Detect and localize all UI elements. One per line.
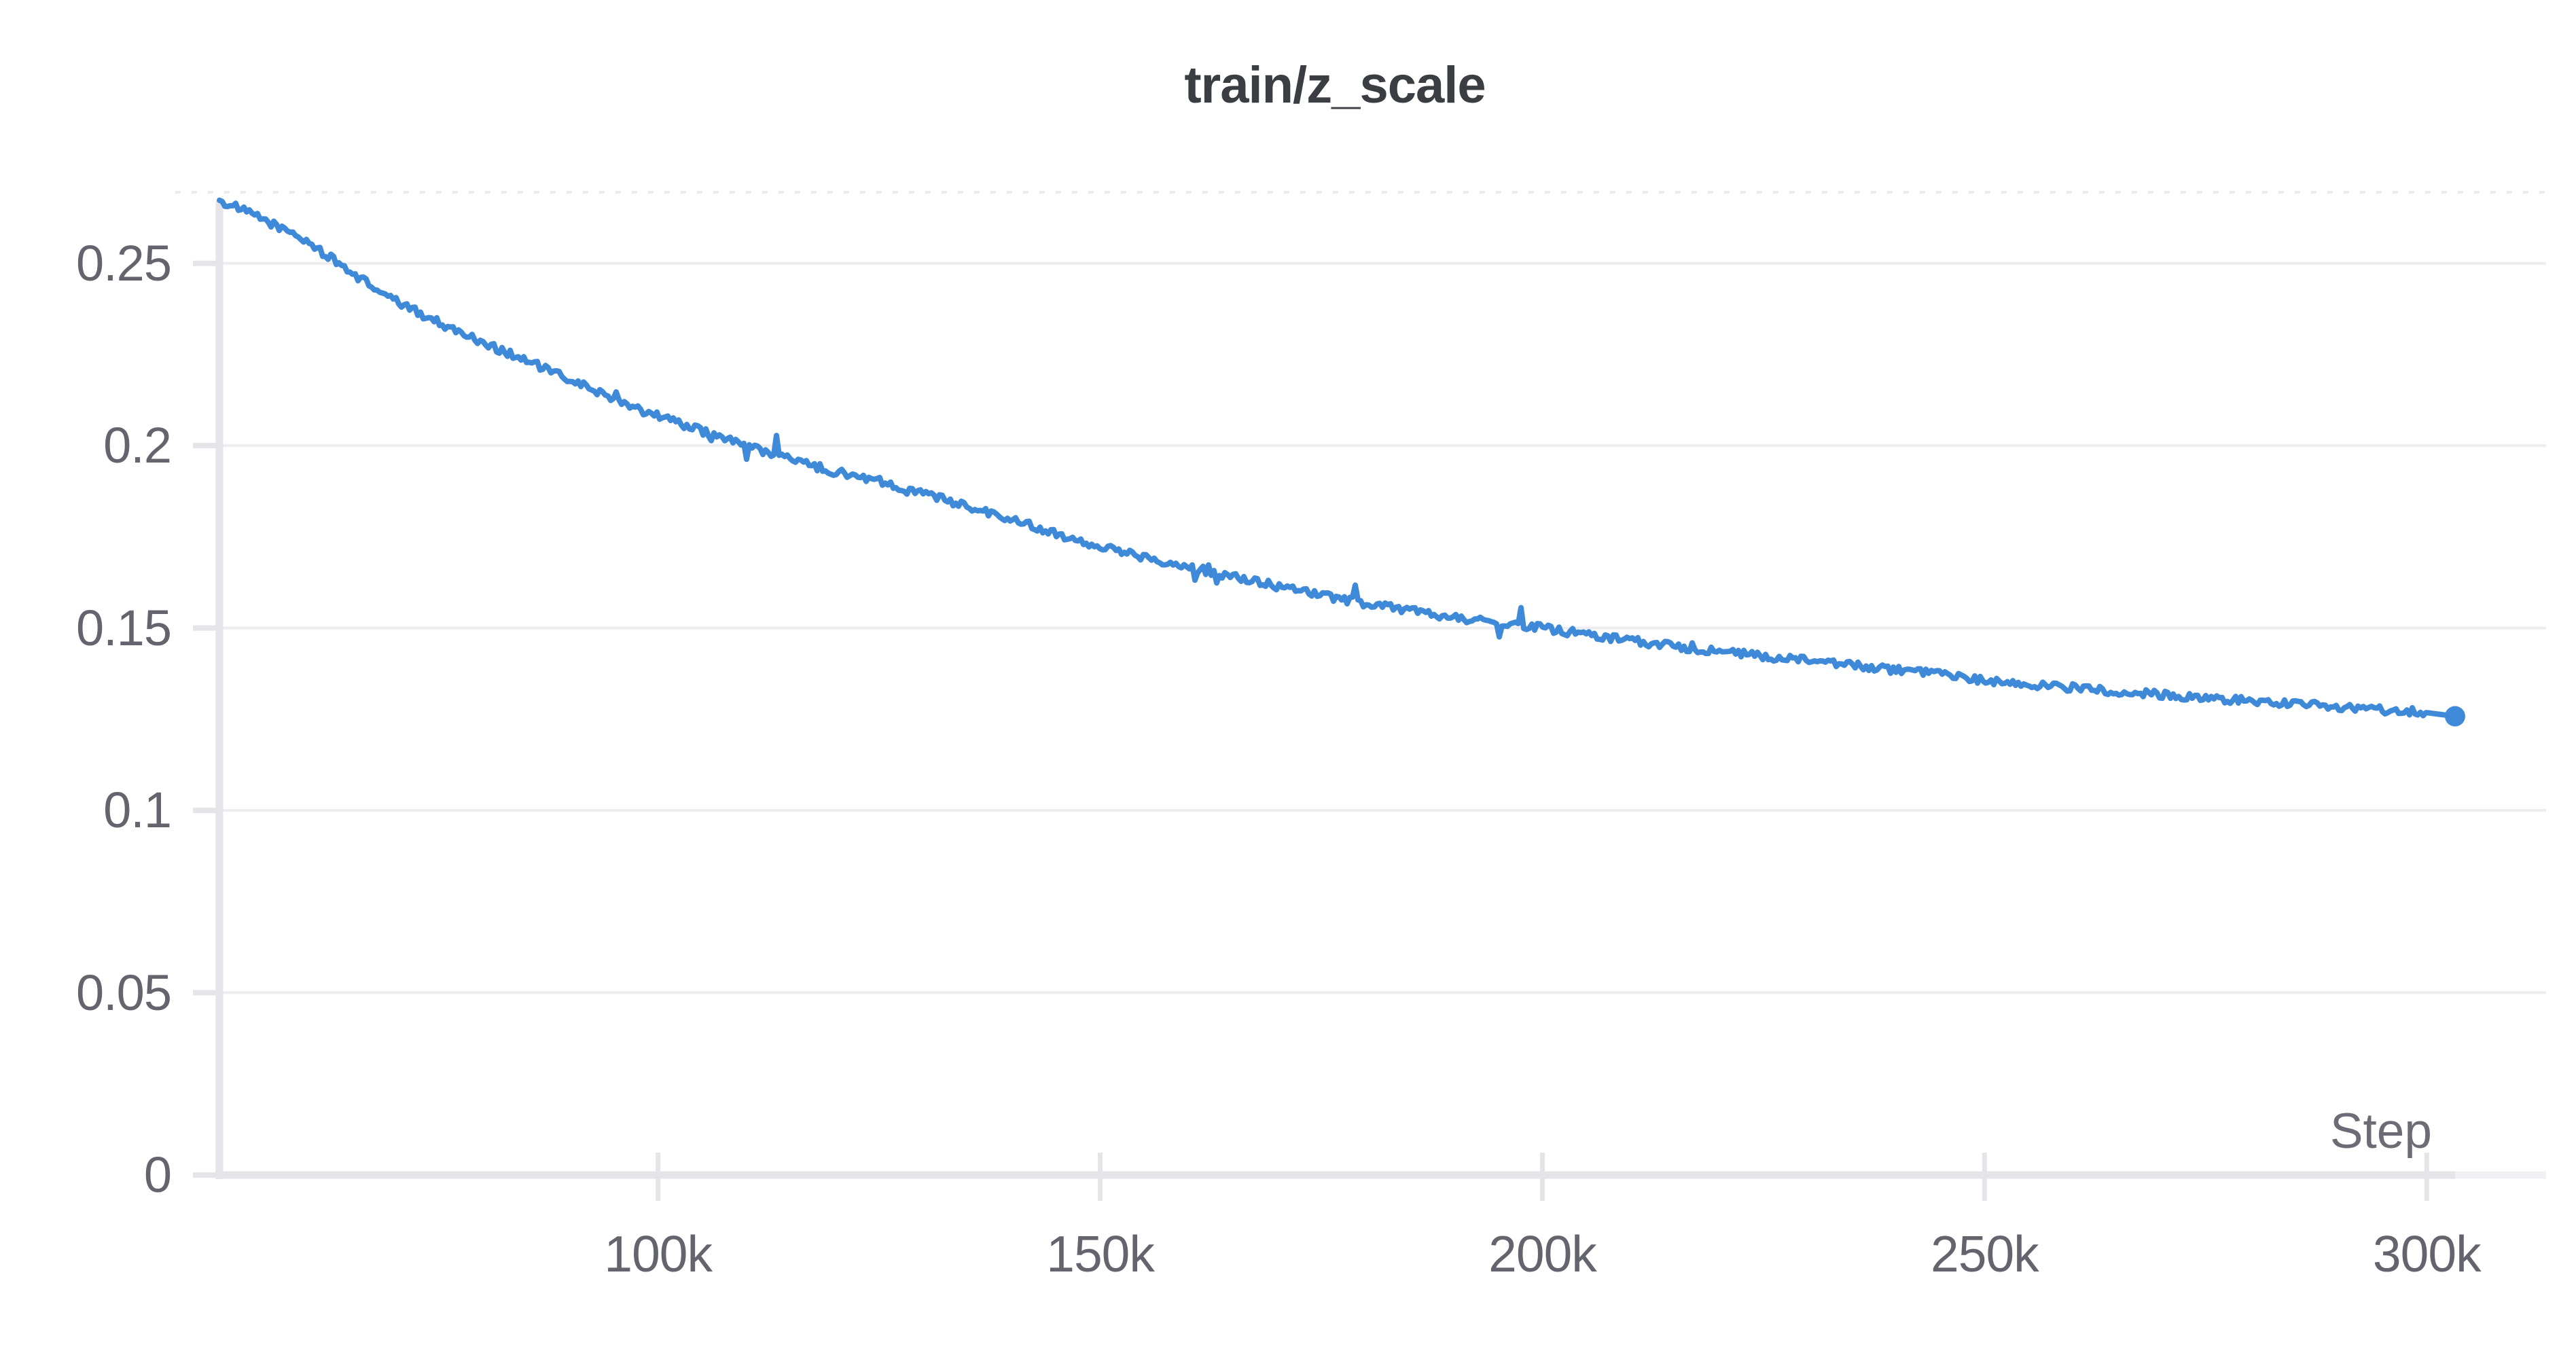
x-axis-title: Step — [2329, 1104, 2432, 1159]
y-tick-label-0.25: 0.25 — [75, 234, 172, 291]
series-line-train/z_scale[interactable] — [217, 197, 2456, 719]
y-tick-label-0: 0 — [143, 1147, 172, 1203]
y-tick-label-0.2: 0.2 — [103, 417, 172, 474]
y-tick-label-0.15: 0.15 — [75, 599, 172, 656]
x-tick-label-300k: 300k — [2372, 1225, 2482, 1282]
x-tick-label-200k: 200k — [1488, 1225, 1597, 1282]
chart-title: train/z_scale — [1184, 56, 1486, 114]
x-tick-label-100k: 100k — [604, 1225, 713, 1282]
y-tick-label-0.05: 0.05 — [75, 964, 172, 1021]
x-tick-label-150k: 150k — [1046, 1225, 1155, 1282]
y-tick-label-0.1: 0.1 — [103, 782, 172, 839]
x-tick-label-250k: 250k — [1931, 1225, 2039, 1282]
series-end-marker[interactable] — [2444, 706, 2465, 727]
